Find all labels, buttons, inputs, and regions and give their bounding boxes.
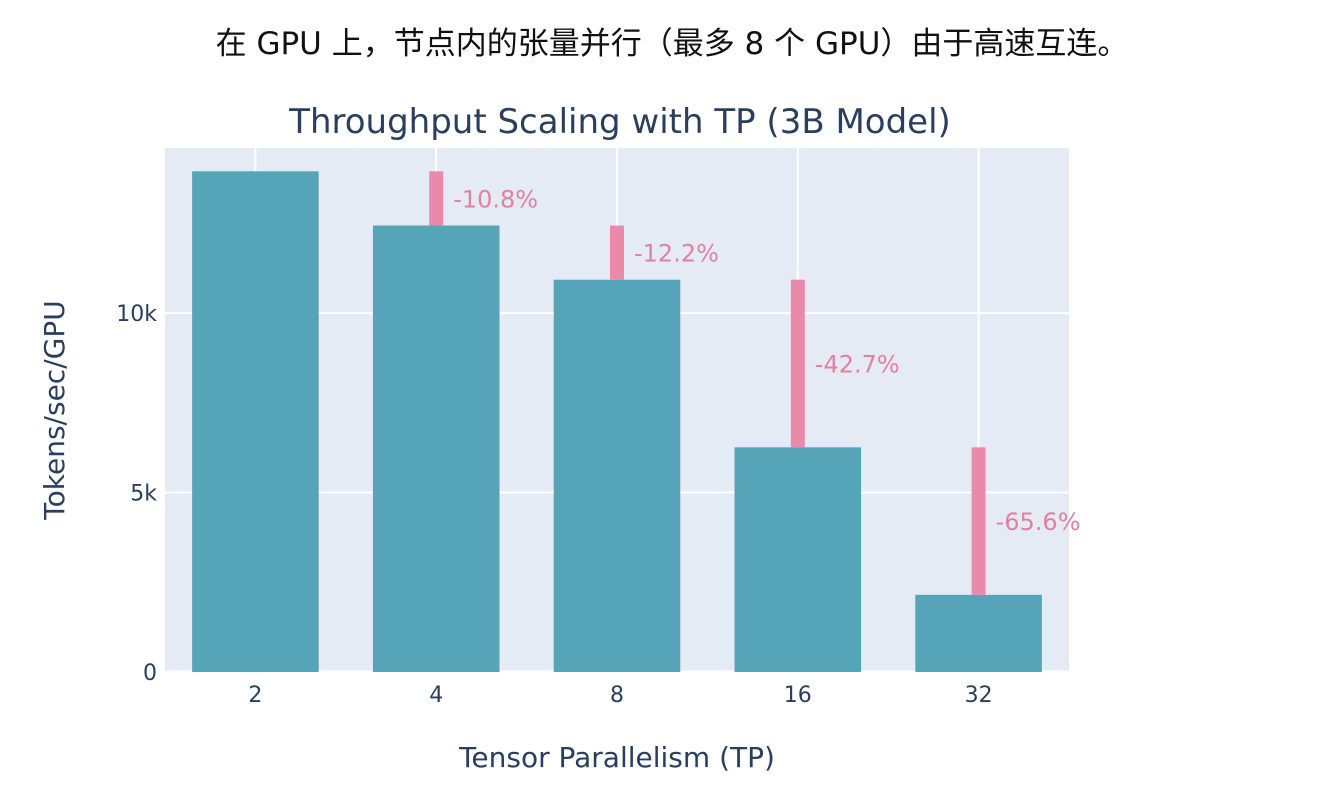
chart-title: Throughput Scaling with TP (3B Model) xyxy=(288,102,951,142)
bar-tp-32 xyxy=(915,594,1042,672)
drop-label: -12.2% xyxy=(634,240,719,268)
bar-tp-16 xyxy=(734,447,862,672)
x-tick-label: 4 xyxy=(429,683,443,708)
bar-tp-4 xyxy=(372,225,500,672)
x-axis-title: Tensor Parallelism (TP) xyxy=(458,741,775,774)
bar-tp-8 xyxy=(553,279,681,672)
y-tick-label: 5k xyxy=(130,482,157,507)
drop-label: -10.8% xyxy=(453,185,538,213)
drop-label: -65.6% xyxy=(996,508,1081,536)
y-axis-title: Tokens/sec/GPU xyxy=(38,300,71,520)
drop-marker xyxy=(971,447,986,595)
drop-marker xyxy=(610,225,624,280)
y-tick-label: 10k xyxy=(116,302,157,327)
bar-tp-2 xyxy=(192,171,319,672)
x-tick-label: 2 xyxy=(248,683,262,708)
drop-annotations: -10.8% -12.2% -42.7% -65.6% xyxy=(429,171,1081,595)
bars xyxy=(192,171,1042,672)
y-tick-label: 0 xyxy=(143,661,157,686)
y-axis-ticks: 0 5k 10k xyxy=(116,302,157,686)
drop-marker xyxy=(429,171,444,226)
x-axis-ticks: 2 4 8 16 32 xyxy=(248,683,992,708)
x-tick-label: 16 xyxy=(784,683,812,708)
x-tick-label: 32 xyxy=(965,683,993,708)
drop-label: -42.7% xyxy=(815,351,900,379)
x-tick-label: 8 xyxy=(610,683,624,708)
drop-marker xyxy=(790,279,805,448)
figure-caption: 在 GPU 上，节点内的张量并行（最多 8 个 GPU）由于高速互连。 xyxy=(215,26,1129,62)
